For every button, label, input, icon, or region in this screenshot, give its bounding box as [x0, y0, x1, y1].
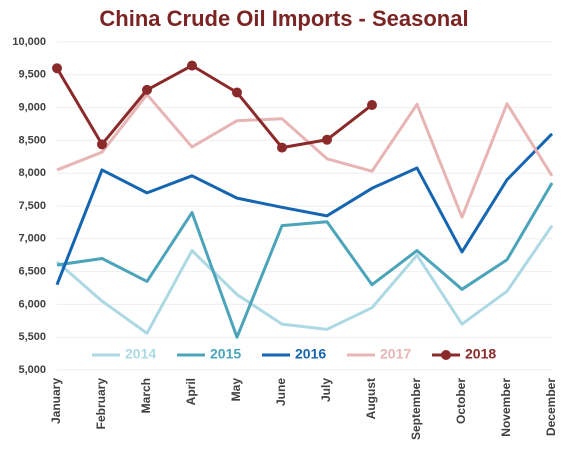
point — [322, 134, 332, 145]
legend-label: 2018 — [465, 346, 496, 362]
legend-bg — [343, 346, 429, 364]
point — [187, 60, 197, 71]
legend-label: 2016 — [295, 346, 326, 362]
point — [277, 142, 287, 153]
point — [367, 99, 377, 110]
x-tick-label: March — [139, 378, 153, 413]
legend-label: 2015 — [210, 346, 241, 362]
point — [232, 87, 242, 98]
legend-marker — [441, 350, 451, 360]
x-tick-label: January — [49, 378, 63, 424]
y-tick-label: 9,500 — [18, 69, 46, 81]
x-tick-label: February — [94, 378, 108, 430]
series-line — [56, 92, 554, 219]
legend-label: 2017 — [380, 346, 411, 362]
y-tick-label: 9,000 — [18, 102, 46, 114]
y-tick-label: 8,000 — [18, 167, 46, 179]
x-tick-label: August — [364, 378, 378, 419]
x-tick-label: December — [544, 378, 558, 436]
legend-label: 2014 — [125, 346, 156, 362]
y-tick-label: 10,000 — [12, 36, 46, 48]
series-line — [55, 132, 554, 286]
y-tick-label: 7,000 — [18, 233, 46, 245]
x-tick-label: April — [184, 378, 198, 405]
x-tick-label: May — [229, 378, 243, 402]
legend-bg — [88, 346, 174, 364]
legend-bg — [258, 346, 344, 364]
point — [52, 63, 62, 74]
series-line — [56, 224, 554, 335]
x-tick-label: June — [274, 378, 288, 406]
y-tick-label: 5,500 — [18, 331, 46, 343]
series-line — [56, 182, 554, 339]
point — [142, 84, 152, 95]
x-tick-label: October — [454, 378, 468, 424]
legend-bg — [428, 346, 514, 364]
series-line — [55, 64, 373, 150]
y-tick-label: 6,500 — [18, 266, 46, 278]
y-tick-label: 8,500 — [18, 134, 46, 146]
y-tick-label: 7,500 — [18, 200, 46, 212]
legend-bg — [173, 346, 259, 364]
chart-title: China Crude Oil Imports - Seasonal — [99, 6, 468, 31]
x-tick-label: July — [319, 378, 333, 402]
point — [97, 139, 107, 150]
x-tick-label: September — [409, 378, 423, 440]
y-tick-label: 6,000 — [18, 298, 46, 310]
x-tick-label: November — [499, 378, 513, 437]
y-tick-label: 5,000 — [18, 364, 46, 376]
